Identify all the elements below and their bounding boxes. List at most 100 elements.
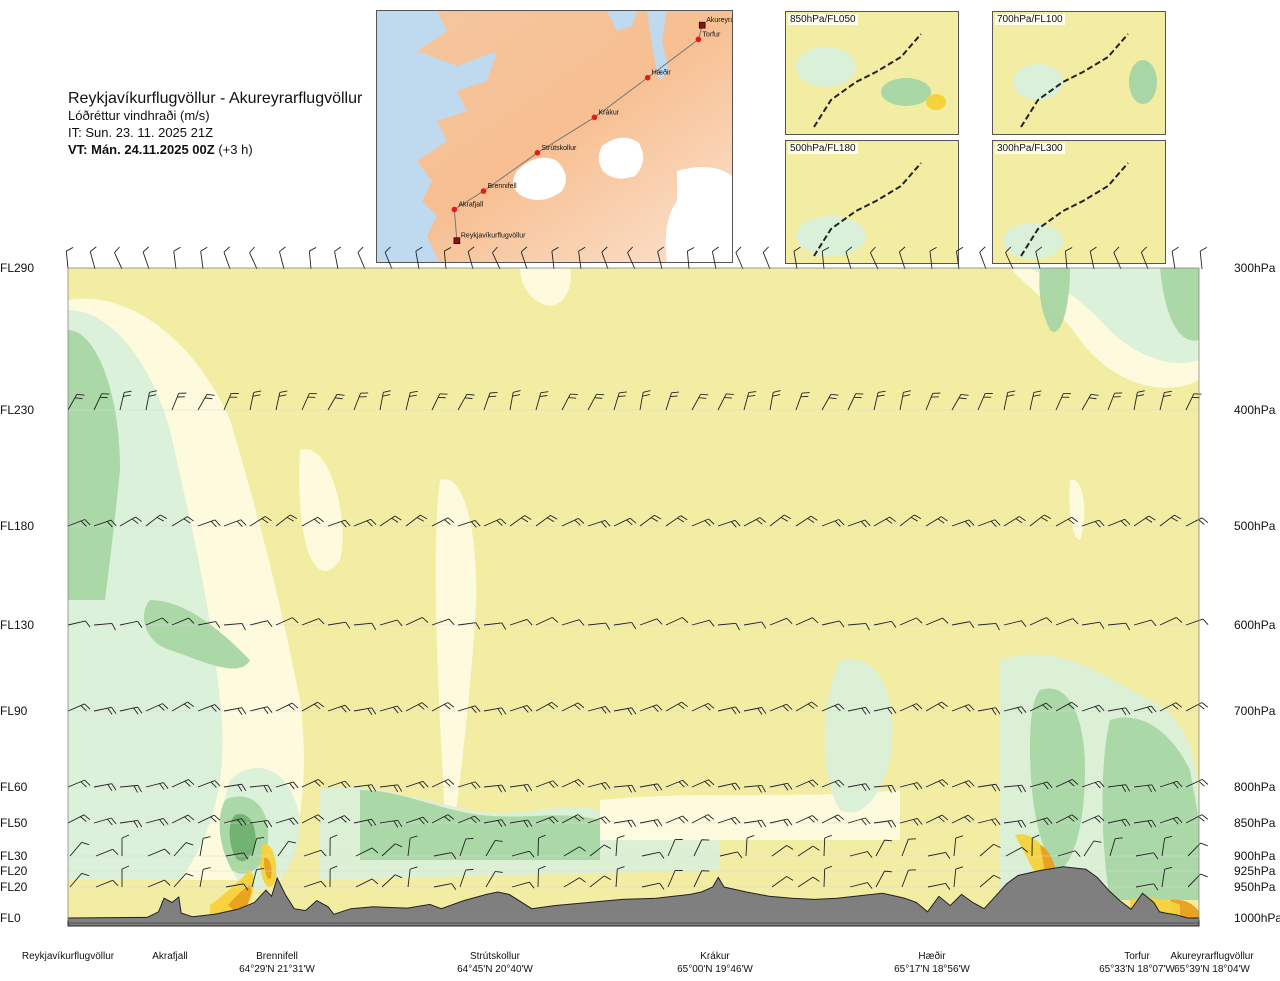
wind-barb xyxy=(1029,781,1053,790)
barb-feather xyxy=(279,390,288,393)
barb-shaft xyxy=(1171,251,1176,270)
wind-barb xyxy=(483,392,498,411)
mini-map-700-label: 700hPa/FL100 xyxy=(995,14,1065,25)
barb-shaft xyxy=(223,783,242,788)
wind-barb xyxy=(537,865,546,888)
barb-feather xyxy=(629,517,637,524)
wind-barb xyxy=(535,391,549,411)
barb-shaft xyxy=(485,871,496,888)
wind-barb xyxy=(483,707,507,716)
barb-feather xyxy=(393,706,399,714)
barb-feather xyxy=(787,818,793,826)
barb-feather xyxy=(838,779,845,786)
waypoint-name: Hæðir xyxy=(918,951,946,962)
wind-barb xyxy=(1055,393,1071,411)
wind-barb xyxy=(197,519,221,528)
barb-shaft xyxy=(483,392,491,411)
barb-feather xyxy=(938,780,945,787)
barb-shaft xyxy=(951,814,969,824)
barb-feather xyxy=(1170,517,1178,522)
barb-shaft xyxy=(1081,621,1100,626)
wind-barb xyxy=(405,816,429,825)
barb-feather xyxy=(864,519,871,527)
barb-feather xyxy=(627,785,632,793)
barb-shaft xyxy=(355,847,373,857)
wind-barb xyxy=(145,703,169,712)
wind-barb xyxy=(308,247,317,270)
barb-feather xyxy=(916,617,923,624)
barb-shaft xyxy=(743,784,762,788)
barb-shaft xyxy=(1161,869,1166,888)
wind-barb xyxy=(1109,837,1123,857)
barb-shaft xyxy=(561,779,579,788)
barb-feather xyxy=(317,701,325,708)
barb-feather xyxy=(1065,247,1073,252)
barb-shaft xyxy=(927,851,946,857)
issue-time: IT: Sun. 23. 11. 2025 21Z xyxy=(68,125,214,140)
flight-level-label: FL0 xyxy=(0,911,21,925)
barb-feather xyxy=(162,703,169,710)
barb-feather xyxy=(84,779,91,786)
waypoint-label: Brennifell 64°29'N 21°31'W xyxy=(207,950,347,976)
mini-map-300-svg xyxy=(1003,162,1129,259)
barb-feather xyxy=(908,838,917,840)
barb-feather xyxy=(578,619,585,626)
wind-barb xyxy=(303,849,327,857)
barb-feather xyxy=(121,865,130,870)
barb-feather xyxy=(707,814,715,820)
wind-barb xyxy=(899,782,923,790)
wind-barb xyxy=(977,783,1001,792)
barb-shaft xyxy=(717,622,736,626)
barb-shaft xyxy=(303,849,322,857)
barb-feather xyxy=(1089,246,1097,252)
barb-shaft xyxy=(743,517,761,527)
barb-feather xyxy=(66,247,74,252)
map-place-label: Torfur xyxy=(702,31,721,38)
wind-barb xyxy=(795,515,818,527)
barb-feather xyxy=(757,785,762,793)
vertical-wind-area xyxy=(1160,268,1199,341)
wind-barb xyxy=(1187,873,1208,888)
barb-feather xyxy=(812,617,819,624)
wind-barb xyxy=(431,517,455,527)
barb-feather xyxy=(241,623,246,631)
barb-shaft xyxy=(379,619,398,626)
wind-barb xyxy=(561,393,578,411)
barb-feather xyxy=(410,390,418,393)
barb-feather xyxy=(845,246,853,253)
wind-barb xyxy=(821,779,845,788)
barb-shaft xyxy=(1029,514,1045,527)
barb-shaft xyxy=(1029,817,1048,824)
barb-feather xyxy=(964,816,971,823)
wind-barb xyxy=(1187,842,1208,857)
barb-feather xyxy=(983,396,992,398)
barb-shaft xyxy=(925,701,942,712)
barb-feather xyxy=(336,393,345,396)
barb-shaft xyxy=(769,392,774,411)
barb-feather xyxy=(956,246,964,252)
wind-barb xyxy=(1035,246,1043,270)
barb-shaft xyxy=(717,816,736,824)
barb-feather xyxy=(861,818,867,826)
barb-feather xyxy=(932,392,941,394)
barb-feather xyxy=(410,835,418,839)
route-line xyxy=(813,162,922,257)
barb-feather xyxy=(704,520,711,527)
barb-feather xyxy=(955,835,964,839)
barb-shaft xyxy=(225,883,244,888)
wind-barb xyxy=(1161,866,1173,888)
barb-feather xyxy=(500,518,507,525)
barb-feather xyxy=(267,820,273,828)
barb-shaft xyxy=(251,838,257,857)
barb-shaft xyxy=(641,851,660,857)
wind-barb xyxy=(691,702,715,712)
vertical-wind-area xyxy=(825,658,893,813)
barb-shaft xyxy=(457,622,476,626)
barb-feather xyxy=(783,783,789,791)
wind-barb xyxy=(613,622,637,630)
barb-shaft xyxy=(665,617,683,626)
barb-feather xyxy=(110,817,117,825)
barb-shaft xyxy=(277,841,289,857)
barb-feather xyxy=(860,521,867,528)
barb-feather xyxy=(1098,704,1105,712)
